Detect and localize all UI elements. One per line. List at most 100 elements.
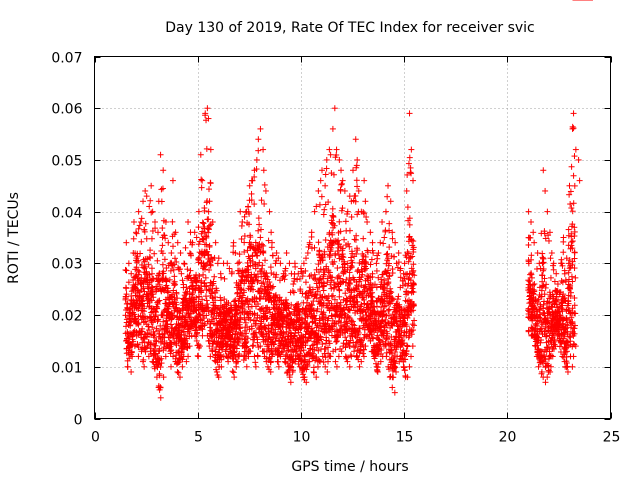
data-point xyxy=(147,345,154,352)
data-point xyxy=(561,270,568,277)
data-point xyxy=(241,213,248,220)
data-point xyxy=(380,240,387,247)
data-point xyxy=(195,208,202,215)
data-point xyxy=(406,110,413,117)
data-point xyxy=(182,332,189,339)
data-point xyxy=(560,234,567,241)
data-point xyxy=(135,208,142,215)
data-point xyxy=(534,250,541,257)
data-point xyxy=(257,234,264,241)
data-point xyxy=(152,225,159,232)
data-point xyxy=(161,256,168,263)
data-point xyxy=(207,146,214,153)
data-point xyxy=(565,226,572,233)
y-tick-label: 0 xyxy=(74,413,83,429)
data-point xyxy=(338,167,345,174)
data-points xyxy=(122,0,593,401)
data-point xyxy=(168,363,175,370)
data-point xyxy=(160,318,167,325)
data-point xyxy=(133,230,140,237)
data-point xyxy=(160,232,167,239)
data-point xyxy=(124,357,131,364)
data-point xyxy=(353,232,360,239)
data-point xyxy=(360,235,367,242)
x-tick-label: 5 xyxy=(194,430,203,446)
data-point xyxy=(290,289,297,296)
x-tick-label: 20 xyxy=(499,430,517,446)
data-point xyxy=(130,218,137,225)
data-point xyxy=(266,208,273,215)
data-point xyxy=(205,216,212,223)
data-point xyxy=(172,255,179,262)
data-point xyxy=(158,186,165,193)
data-point xyxy=(170,300,177,307)
data-point xyxy=(149,291,156,298)
data-point xyxy=(315,239,322,246)
data-point xyxy=(167,347,174,354)
data-point xyxy=(269,252,276,259)
data-point xyxy=(570,172,577,179)
data-point xyxy=(149,276,156,283)
data-point xyxy=(568,163,575,170)
y-tick-label: 0.06 xyxy=(51,102,82,118)
data-point xyxy=(142,220,149,227)
data-point xyxy=(236,259,243,266)
data-point xyxy=(231,374,238,381)
data-point xyxy=(408,146,415,153)
data-point xyxy=(138,261,145,268)
data-point xyxy=(571,153,578,160)
data-point xyxy=(147,255,154,262)
data-point xyxy=(143,235,150,242)
data-point xyxy=(576,177,583,184)
data-point xyxy=(123,293,130,300)
data-point xyxy=(395,293,402,300)
data-point xyxy=(156,372,163,379)
data-point xyxy=(152,218,159,225)
data-point xyxy=(123,239,130,246)
data-point xyxy=(199,177,206,184)
data-point xyxy=(154,352,161,359)
data-point xyxy=(234,260,241,267)
data-point xyxy=(329,205,336,212)
data-point xyxy=(205,208,212,215)
data-point xyxy=(188,291,195,298)
data-point xyxy=(212,239,219,246)
data-point xyxy=(564,368,571,375)
data-point xyxy=(194,352,201,359)
chart-title: Day 130 of 2019, Rate Of TEC Index for r… xyxy=(165,20,535,36)
data-point xyxy=(128,293,135,300)
data-point xyxy=(257,125,264,132)
data-point xyxy=(131,311,138,318)
data-point xyxy=(181,261,188,268)
x-tick-label: 10 xyxy=(293,430,311,446)
data-point xyxy=(339,205,346,212)
data-point xyxy=(160,374,167,381)
y-tick-label: 0.07 xyxy=(51,51,82,67)
y-axis-label: ROTI / TECUs xyxy=(6,192,22,284)
data-point xyxy=(201,207,208,214)
data-point xyxy=(214,260,221,267)
data-point xyxy=(348,264,355,271)
data-point xyxy=(268,229,275,236)
data-point xyxy=(163,277,170,284)
data-point xyxy=(334,265,341,272)
data-point xyxy=(143,277,150,284)
data-point xyxy=(283,250,290,257)
data-point xyxy=(159,185,166,192)
data-point xyxy=(186,250,193,257)
data-point xyxy=(336,293,343,300)
data-point xyxy=(145,285,152,292)
x-tick-label: 0 xyxy=(91,430,100,446)
data-point xyxy=(180,281,187,288)
data-point xyxy=(255,147,262,154)
data-point xyxy=(335,353,342,360)
data-point xyxy=(547,274,554,281)
data-point xyxy=(401,367,408,374)
data-point xyxy=(157,322,164,329)
data-point xyxy=(173,289,180,296)
data-point xyxy=(203,297,210,304)
data-point xyxy=(392,239,399,246)
data-point xyxy=(354,156,361,163)
data-point xyxy=(203,199,210,206)
data-point xyxy=(410,177,417,184)
